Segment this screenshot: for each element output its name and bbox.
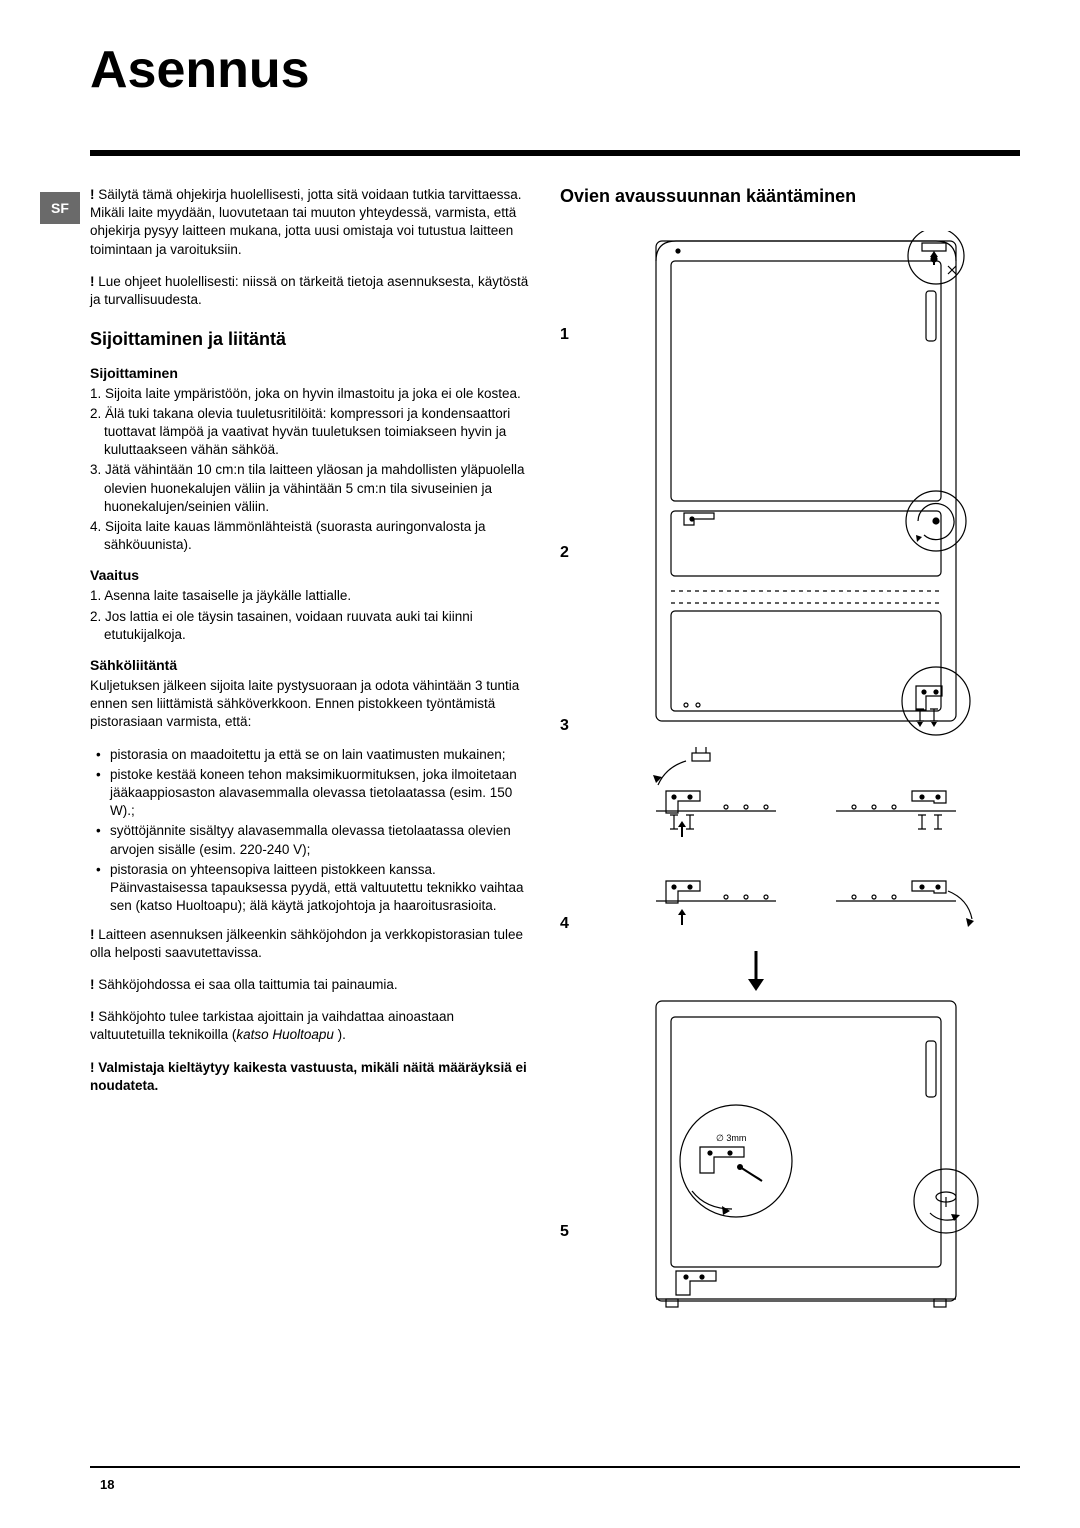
list-sijoittaminen: 1. Sijoita laite ympäristöön, joka on hy…	[90, 385, 530, 555]
right-column: Ovien avaussuunnan kääntäminen 1 2 3 4 5	[560, 186, 1020, 1331]
page-title: Asennus	[90, 40, 1020, 100]
electrical-warning-d: ! Valmistaja kieltäytyy kaikesta vastuus…	[90, 1059, 530, 1095]
electrical-warning-c: ! Sähköjohto tulee tarkistaa ajoittain j…	[90, 1008, 530, 1044]
horizontal-rule	[90, 150, 1020, 156]
warn-text: Sähköjohdossa ei saa olla taittumia tai …	[98, 977, 397, 992]
page-number: 18	[100, 1477, 114, 1492]
left-column: ! Säilytä tämä ohjekirja huolellisesti, …	[90, 186, 530, 1331]
door-reversal-diagram: ∅ 3mm	[592, 231, 1020, 1331]
electrical-bullet-list: pistorasia on maadoitettu ja että se on …	[90, 746, 530, 916]
section-heading-placement: Sijoittaminen ja liitäntä	[90, 327, 530, 351]
step-number: 1	[560, 326, 578, 344]
section-heading-door-reversal: Ovien avaussuunnan kääntäminen	[560, 186, 1020, 207]
warn-text: Säilytä tämä ohjekirja huolellisesti, jo…	[90, 187, 521, 257]
warn-prefix: !	[90, 1060, 98, 1075]
step-number: 5	[560, 1223, 578, 1241]
warn-prefix: !	[90, 1009, 98, 1024]
electrical-intro-paragraph: Kuljetuksen jälkeen sijoita laite pystys…	[90, 677, 530, 732]
language-tab: SF	[40, 192, 80, 224]
warn-prefix: !	[90, 977, 98, 992]
list-item: pistorasia on maadoitettu ja että se on …	[90, 746, 530, 764]
list-item: 4. Sijoita laite kauas lämmönlähteistä (…	[90, 518, 530, 554]
subheading-sahkoliitanta: Sähköliitäntä	[90, 656, 530, 675]
list-item: 1. Sijoita laite ympäristöön, joka on hy…	[90, 385, 530, 403]
step-number: 2	[560, 544, 578, 562]
list-item: 3. Jätä vähintään 10 cm:n tila laitteen …	[90, 461, 530, 516]
warn-prefix: !	[90, 187, 98, 202]
content-columns: ! Säilytä tämä ohjekirja huolellisesti, …	[90, 186, 1020, 1331]
warn-text: Lue ohjeet huolellisesti: niissä on tärk…	[90, 274, 528, 307]
intro-warning-2: ! Lue ohjeet huolellisesti: niissä on tä…	[90, 273, 530, 309]
diagram-label-3mm: ∅ 3mm	[716, 1133, 746, 1143]
list-item: pistoke kestää koneen tehon maksimikuorm…	[90, 766, 530, 821]
list-item: syöttöjännite sisältyy alavasemmalla ole…	[90, 822, 530, 858]
list-item: 2. Jos lattia ei ole täysin tasainen, vo…	[90, 608, 530, 644]
list-item: 2. Älä tuki takana olevia tuuletusritilö…	[90, 405, 530, 460]
list-vaaitus: 1. Asenna laite tasaiselle ja jäykälle l…	[90, 587, 530, 644]
warn-prefix: !	[90, 927, 98, 942]
warn-prefix: !	[90, 274, 98, 289]
electrical-warning-a: ! Laitteen asennuksen jälkeenkin sähköjo…	[90, 926, 530, 962]
electrical-warning-b: ! Sähköjohdossa ei saa olla taittumia ta…	[90, 976, 530, 994]
subheading-sijoittaminen: Sijoittaminen	[90, 364, 530, 383]
list-item: 1. Asenna laite tasaiselle ja jäykälle l…	[90, 587, 530, 605]
list-item: pistorasia on yhteensopiva laitteen pist…	[90, 861, 530, 916]
warn-text: Sähköjohto tulee tarkistaa ajoittain ja …	[90, 1009, 454, 1042]
warn-text: Laitteen asennuksen jälkeenkin sähköjohd…	[90, 927, 523, 960]
step-number: 4	[560, 915, 578, 933]
door-reversal-diagram-wrap: 1 2 3 4 5	[560, 231, 1020, 1331]
warn-text: Valmistaja kieltäytyy kaikesta vastuusta…	[90, 1060, 527, 1093]
subheading-vaaitus: Vaaitus	[90, 566, 530, 585]
step-number: 3	[560, 717, 578, 735]
footer-rule	[90, 1466, 1020, 1468]
step-number-column: 1 2 3 4 5	[560, 231, 578, 1331]
intro-warning-1: ! Säilytä tämä ohjekirja huolellisesti, …	[90, 186, 530, 259]
